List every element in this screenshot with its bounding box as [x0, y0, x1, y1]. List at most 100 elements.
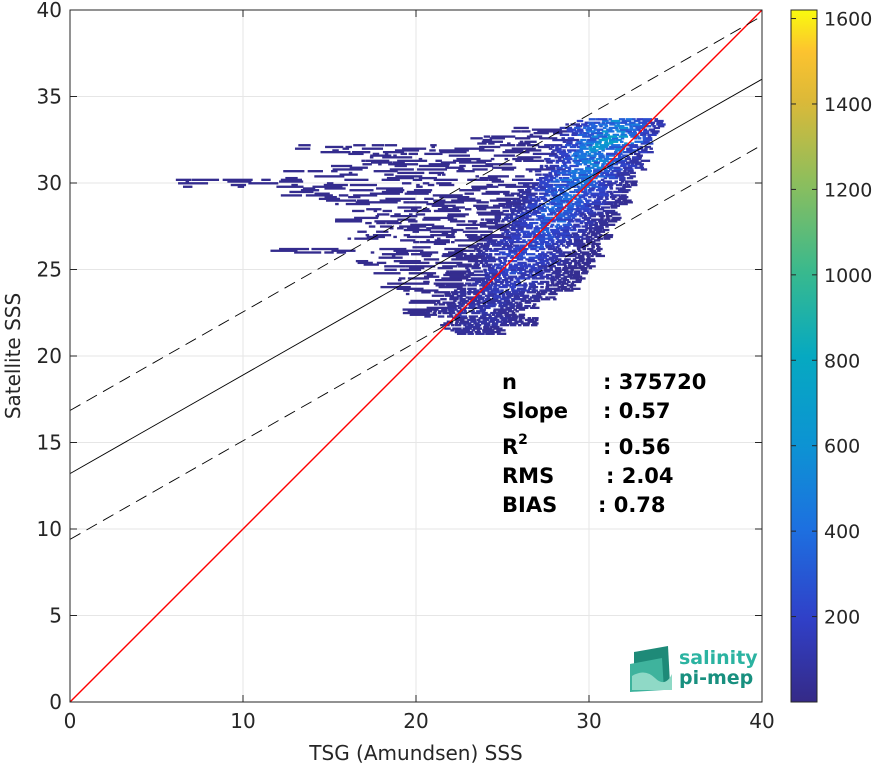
- density-cell: [519, 195, 529, 199]
- density-cell: [399, 282, 430, 285]
- density-cell: [454, 308, 458, 311]
- density-cell: [564, 195, 568, 199]
- density-cell: [644, 145, 652, 149]
- density-cell: [544, 164, 549, 168]
- density-cell: [543, 216, 551, 220]
- density-cell: [586, 144, 593, 147]
- density-cell: [620, 180, 625, 183]
- density-cell: [543, 194, 548, 197]
- density-cell: [435, 284, 445, 287]
- density-cell: [470, 277, 478, 280]
- density-cell: [473, 263, 481, 266]
- density-cell: [511, 287, 515, 290]
- density-cell: [521, 197, 526, 201]
- density-cell: [572, 173, 576, 176]
- stat-value: : 0.56: [603, 435, 671, 459]
- density-cell: [615, 138, 622, 142]
- density-cell: [547, 208, 555, 211]
- density-cell: [534, 270, 544, 273]
- density-cell: [576, 199, 583, 202]
- density-cell: [547, 247, 558, 251]
- density-cell: [568, 183, 579, 187]
- density-cell: [463, 254, 486, 258]
- density-cell: [651, 131, 659, 135]
- density-cell: [559, 126, 570, 130]
- density-cell: [528, 170, 533, 173]
- density-cell: [580, 152, 588, 156]
- density-cell: [602, 171, 606, 175]
- density-cell: [542, 218, 549, 221]
- density-cell: [354, 216, 379, 220]
- density-cell: [456, 157, 481, 161]
- density-cell: [503, 216, 514, 220]
- density-cell: [504, 313, 514, 316]
- density-cell: [585, 199, 592, 202]
- density-cell: [456, 170, 475, 173]
- density-cell: [604, 168, 608, 171]
- density-cell: [459, 189, 481, 192]
- density-cell: [603, 235, 613, 239]
- density-cell: [447, 215, 466, 218]
- density-cell: [570, 259, 578, 263]
- density-cell: [446, 303, 453, 306]
- density-cell: [382, 156, 413, 159]
- density-cell: [572, 178, 580, 182]
- density-cell: [603, 157, 614, 161]
- density-cell: [550, 230, 561, 233]
- density-cell: [464, 208, 472, 211]
- density-cell: [555, 251, 563, 254]
- density-cell: [481, 292, 486, 296]
- density-cell: [588, 157, 595, 161]
- density-cell: [587, 171, 591, 175]
- density-cell: [626, 161, 633, 164]
- density-cell: [432, 308, 439, 311]
- density-cell: [574, 156, 578, 159]
- density-cell: [335, 218, 363, 221]
- density-cell: [522, 204, 526, 207]
- density-cell: [550, 202, 557, 206]
- density-cell: [467, 259, 484, 263]
- density-cell: [528, 285, 539, 289]
- density-cell: [648, 128, 656, 131]
- density-cell: [570, 208, 577, 211]
- density-cell: [508, 303, 516, 306]
- density-cell: [640, 168, 648, 171]
- density-cell: [559, 187, 563, 190]
- density-cell: [522, 235, 532, 239]
- density-cell: [355, 259, 369, 263]
- density-cell: [634, 163, 645, 166]
- density-cell: [489, 249, 499, 252]
- density-cell: [601, 145, 608, 149]
- density-cell: [517, 182, 540, 185]
- density-cell: [618, 189, 622, 192]
- density-cell: [620, 194, 627, 197]
- density-cell: [462, 230, 493, 233]
- density-cell: [602, 119, 609, 123]
- density-cell: [467, 303, 477, 306]
- density-cell: [534, 242, 541, 246]
- density-cell: [640, 133, 647, 137]
- density-cell: [575, 209, 582, 213]
- density-cell: [627, 164, 638, 168]
- density-cell: [436, 237, 441, 240]
- density-cell: [459, 296, 463, 299]
- density-cell: [483, 270, 487, 273]
- density-cell: [593, 168, 603, 171]
- density-cell: [488, 332, 495, 335]
- density-cell: [575, 256, 585, 259]
- density-cell: [654, 119, 664, 123]
- density-cell: [561, 180, 571, 183]
- density-cell: [505, 185, 536, 188]
- density-cell: [403, 201, 410, 204]
- density-cell: [623, 201, 633, 204]
- density-cell: [535, 173, 542, 176]
- x-tick-label: 0: [64, 709, 77, 733]
- density-cell: [562, 279, 569, 282]
- density-cell: [505, 149, 524, 152]
- density-cell: [582, 208, 593, 211]
- density-cell: [588, 195, 592, 199]
- density-cell: [479, 308, 487, 311]
- density-cell: [437, 208, 460, 211]
